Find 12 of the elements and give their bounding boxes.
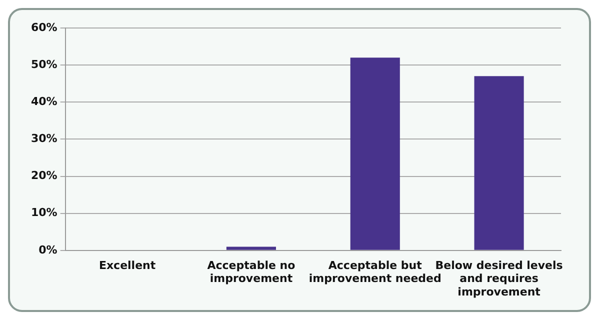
x-tick-label: Acceptable no improvement xyxy=(207,258,296,286)
y-tick-label: 40% xyxy=(30,94,58,108)
x-tick-label: Excellent xyxy=(98,258,156,272)
y-tick-label: 50% xyxy=(30,58,58,71)
y-tick-label: 20% xyxy=(30,169,58,182)
bar xyxy=(226,246,276,250)
y-tick-label: 0% xyxy=(38,243,58,256)
y-tick-label: 60% xyxy=(30,20,58,34)
bar xyxy=(474,76,524,250)
y-tick-label: 10% xyxy=(30,206,58,220)
bar xyxy=(350,58,400,250)
y-tick-label: 30% xyxy=(30,132,58,146)
